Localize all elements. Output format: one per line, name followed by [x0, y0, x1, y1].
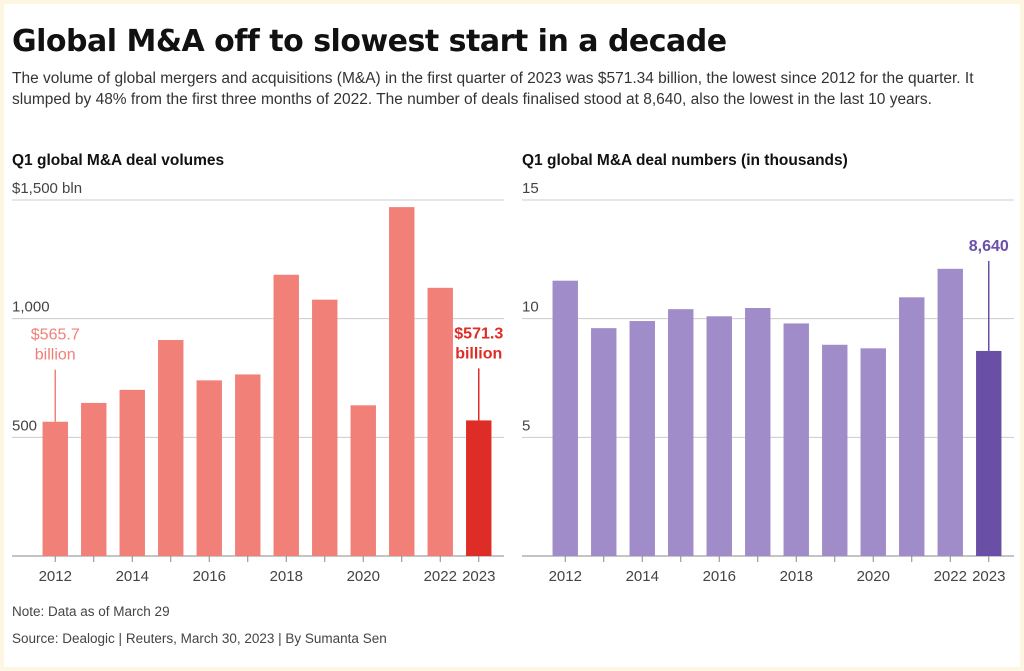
bar: [629, 321, 655, 556]
y-tick-label: 1,000: [12, 299, 50, 316]
data-label: billion: [35, 347, 76, 364]
left-chart-title: Q1 global M&A deal volumes: [12, 152, 225, 169]
data-label: $571.3: [454, 325, 503, 342]
bar: [466, 420, 492, 556]
bar: [783, 323, 809, 556]
x-tick-label: 2014: [116, 568, 149, 585]
x-tick-label: 2020: [347, 568, 380, 585]
y-tick-label: 10: [522, 299, 539, 316]
right-chart-title: Q1 global M&A deal numbers (in thousands…: [522, 152, 848, 169]
bar: [706, 316, 732, 556]
bar: [552, 280, 578, 556]
data-label: 8,640: [969, 238, 1009, 255]
x-tick-label: 2020: [857, 568, 890, 585]
chart-frame: Global M&A off to slowest start in a dec…: [4, 4, 1020, 667]
bar: [822, 344, 848, 556]
x-tick-label: 2023: [972, 568, 1005, 585]
x-tick-label: 2023: [462, 568, 495, 585]
bar: [591, 328, 617, 556]
x-tick-label: 2022: [424, 568, 457, 585]
x-tick-label: 2018: [270, 568, 303, 585]
bar: [899, 297, 925, 556]
data-label: $565.7: [31, 327, 80, 344]
page-title: Global M&A off to slowest start in a dec…: [12, 24, 727, 59]
bar: [350, 405, 376, 556]
bar: [196, 380, 222, 556]
bar: [389, 207, 415, 556]
bar: [860, 348, 886, 556]
deal-volumes-chart: 500 1,000 $1,500 bln 2012 2014 2016 2018 2020 20…: [12, 180, 504, 585]
bar: [273, 274, 299, 556]
x-tick-label: 2016: [703, 568, 736, 585]
bar: [235, 374, 261, 556]
source-line: Source: Dealogic | Reuters, March 30, 20…: [12, 631, 387, 646]
bar: [668, 309, 694, 556]
bar: [81, 402, 107, 556]
x-tick-label: 2012: [39, 568, 72, 585]
x-tick-label: 2016: [193, 568, 226, 585]
y-tick-label: 500: [12, 417, 37, 434]
y-tick-label: $1,500 bln: [12, 180, 82, 197]
page-subtitle: The volume of global mergers and acquisi…: [12, 70, 974, 108]
bar: [158, 340, 184, 556]
x-tick-label: 2014: [626, 568, 659, 585]
footnote: Note: Data as of March 29: [12, 604, 170, 619]
bar: [976, 350, 1002, 556]
bar: [42, 421, 68, 556]
data-label: billion: [455, 345, 502, 362]
y-tick-label: 5: [522, 417, 530, 434]
bar: [937, 268, 963, 556]
bar: [119, 389, 145, 556]
bar: [312, 299, 338, 556]
bar: [745, 307, 771, 556]
x-tick-label: 2018: [780, 568, 813, 585]
x-tick-label: 2022: [934, 568, 967, 585]
x-tick-label: 2012: [549, 568, 582, 585]
bar: [427, 287, 453, 556]
deal-numbers-chart: 5 10 15 2012 2014 2016 2018 2020 2022 2023 8,640: [522, 180, 1014, 585]
y-tick-label: 15: [522, 180, 539, 197]
